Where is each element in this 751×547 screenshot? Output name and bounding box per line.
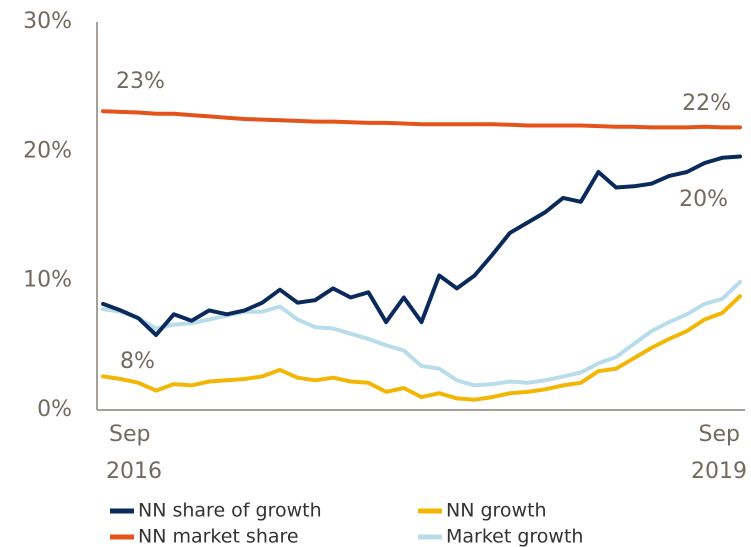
- annotation: 22%: [682, 91, 731, 116]
- x-tick-label: Sep 2016: [106, 422, 162, 484]
- y-tick-label: 0%: [37, 397, 72, 422]
- series-line: [101, 294, 742, 402]
- legend-label: NN market share: [138, 526, 299, 547]
- series-line: [101, 280, 742, 388]
- y-tick-label: 20%: [23, 138, 72, 163]
- legend-label: NN share of growth: [138, 500, 322, 522]
- series-line: [101, 154, 742, 337]
- annotation: 8%: [120, 349, 155, 374]
- annotation: 23%: [116, 69, 165, 94]
- plot-area: [101, 109, 742, 402]
- y-tick-label: 30%: [23, 9, 72, 34]
- series-line: [101, 109, 742, 130]
- legend-label: Market growth: [446, 526, 583, 547]
- y-tick-label: 10%: [23, 268, 72, 293]
- x-tick-label: Sep 2019: [691, 422, 747, 484]
- annotation: 20%: [679, 187, 728, 212]
- legend-label: NN growth: [446, 500, 547, 522]
